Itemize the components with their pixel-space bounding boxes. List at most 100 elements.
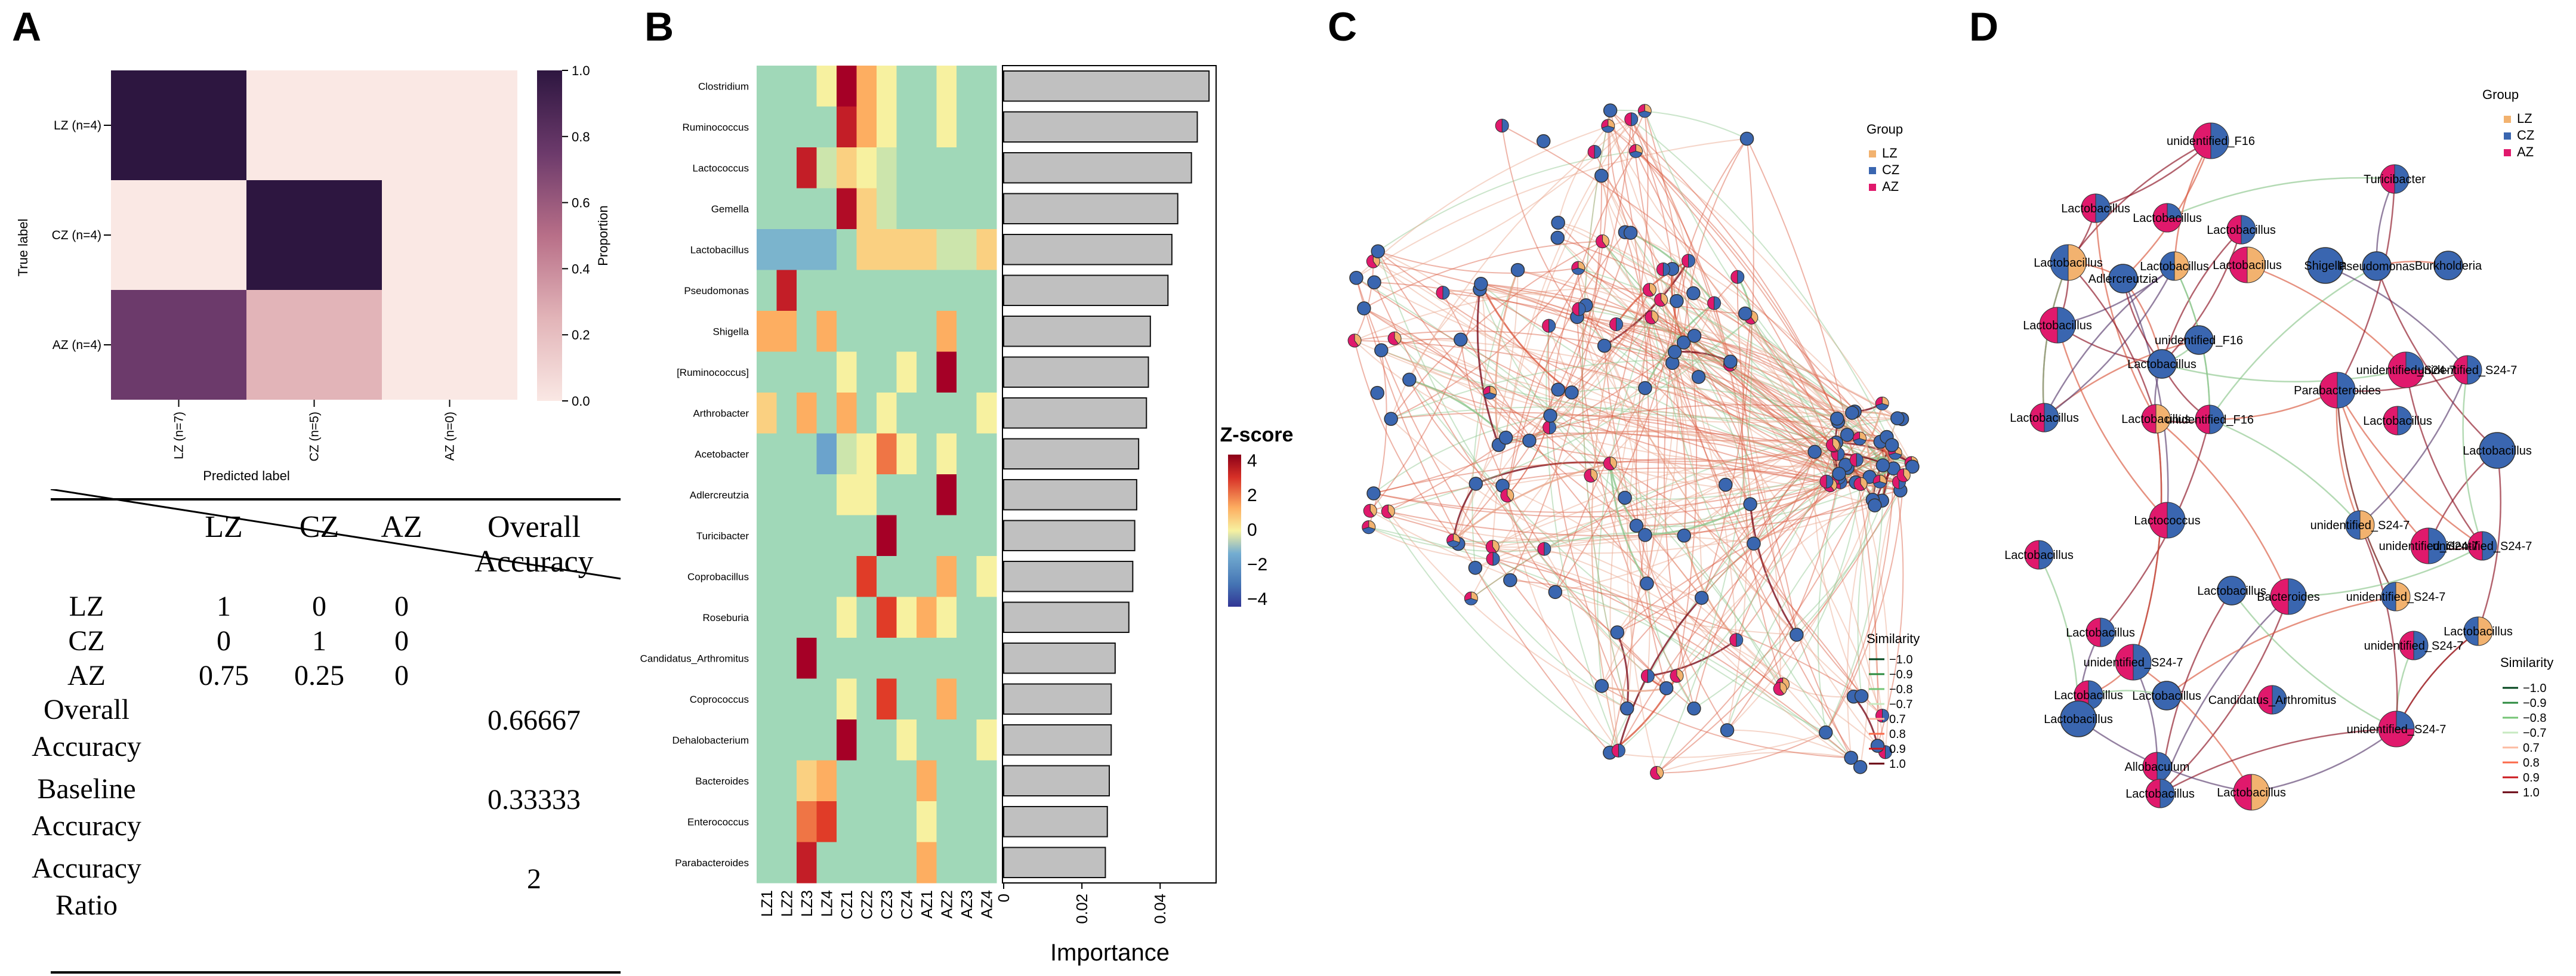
similarity-legend-label: −0.9 [2523, 697, 2546, 710]
network-edge [1578, 267, 1912, 464]
network-edge [1452, 232, 1631, 541]
heatmap-cell [776, 106, 797, 148]
node-slice [2229, 246, 2248, 283]
importance-bar [1003, 193, 1179, 224]
heatmap-cell [896, 351, 917, 393]
network-edge [1594, 152, 1834, 446]
heatmap-cell [757, 311, 777, 352]
node-slice [1446, 533, 1454, 543]
heatmap-cell [976, 351, 997, 393]
node-slice [1676, 669, 1684, 682]
node-slice [1844, 750, 1858, 765]
heatmap-cell [936, 311, 957, 352]
node-slice [1640, 669, 1648, 683]
network-node-label: Lactobacillus [2213, 259, 2282, 272]
network-edge [1480, 283, 1605, 347]
heatmap-row-label: Dehalobacterium [672, 734, 749, 746]
network-node [1603, 456, 1617, 471]
network-edge [1609, 463, 1862, 697]
node-slice [1610, 625, 1625, 640]
network-node [1596, 234, 1610, 249]
network-node [1371, 244, 1385, 259]
heatmap-cell [976, 842, 997, 884]
network-edge [1825, 475, 1905, 733]
node-slice [1629, 150, 1643, 158]
heatmap-cell [917, 638, 937, 679]
heatmap-cell [776, 515, 797, 557]
node-slice [2057, 307, 2076, 344]
node-slice [1743, 497, 1757, 511]
heatmap-cell [816, 229, 837, 270]
heatmap-cell [856, 351, 877, 393]
heatmap-row-label: Acetobacter [695, 449, 749, 460]
network-edge [1470, 418, 1898, 599]
network-edge [1442, 288, 1587, 306]
node-slice [2209, 404, 2225, 434]
heatmap-cell [856, 760, 877, 802]
heatmap-row-label: Gemella [711, 203, 749, 215]
heatmap-cell [877, 229, 897, 270]
cm-row-label: CZ (n=4) [52, 228, 101, 242]
network-edge [1836, 441, 1912, 464]
similarity-legend-label: −1.0 [1889, 653, 1912, 666]
heatmap-row-label: Shigella [713, 326, 749, 337]
network-node [1875, 396, 1889, 410]
network-node-label: unidentified_S24-7 [2356, 364, 2456, 377]
summary-label: Ratio [55, 889, 118, 921]
table-cell: 0 [217, 625, 231, 657]
heatmap-cell [837, 351, 857, 393]
heatmap-cell [797, 188, 817, 230]
network-node [1551, 215, 1565, 230]
zscore-tick-label: −2 [1247, 555, 1267, 575]
heatmap-cell [797, 270, 817, 311]
network-edge [1369, 283, 1482, 511]
network-node [1826, 438, 1840, 452]
heatmap-cell [776, 597, 797, 638]
heatmap-cell [976, 556, 997, 597]
network-node [1832, 467, 1846, 481]
node-slice [1548, 585, 1563, 600]
heatmap-cell [837, 719, 857, 761]
network-edge [2044, 265, 2176, 419]
heatmap-cell [957, 311, 977, 352]
similarity-legend-label: −0.8 [1889, 683, 1912, 696]
network-edge [1813, 452, 1862, 697]
network-node-label: Parabacteroides [2294, 384, 2381, 397]
network-edge [1363, 308, 1815, 453]
network-edge [1607, 125, 1686, 536]
heatmap-cell [917, 106, 937, 148]
network-edge [1492, 558, 1667, 689]
network-edge [1601, 175, 1731, 365]
node-slice [1349, 271, 1363, 285]
network-edge [1656, 731, 1827, 774]
heatmap-cell [877, 760, 897, 802]
heatmap-cell [976, 760, 997, 802]
network-edge [1381, 350, 1852, 419]
network-edge [1701, 481, 1856, 598]
colorbar-tick-label: 0.2 [572, 328, 590, 342]
network-edge [1388, 317, 1752, 512]
heatmap-cell [957, 147, 977, 189]
network-node [2229, 246, 2266, 283]
network-node [1542, 420, 1557, 434]
node-slice [2479, 432, 2516, 469]
heatmap-cell [877, 66, 897, 107]
network-edge [1676, 138, 1748, 301]
network-node-label: Lactobacillus [2066, 626, 2135, 640]
heatmap-row-label: Bacteroides [695, 776, 749, 787]
node-slice [2115, 644, 2134, 681]
heatmap-cell [797, 147, 817, 189]
heatmap-cell [917, 719, 937, 761]
heatmap-row-label: Pseudomonas [684, 285, 749, 296]
node-slice [2272, 685, 2287, 715]
heatmap-importance-chart: Clostridium Ruminococcus Lactococcus Gemell… [640, 65, 1293, 966]
network-node [1601, 119, 1615, 133]
node-slice [1638, 381, 1652, 396]
cm-row-label: AZ (n=4) [53, 338, 101, 352]
network-node [2362, 251, 2392, 281]
heatmap-cell [797, 842, 817, 884]
network-edge [1517, 269, 1838, 419]
heatmap-cell [757, 188, 777, 230]
node-slice [1601, 125, 1615, 133]
node-slice [2478, 616, 2493, 646]
